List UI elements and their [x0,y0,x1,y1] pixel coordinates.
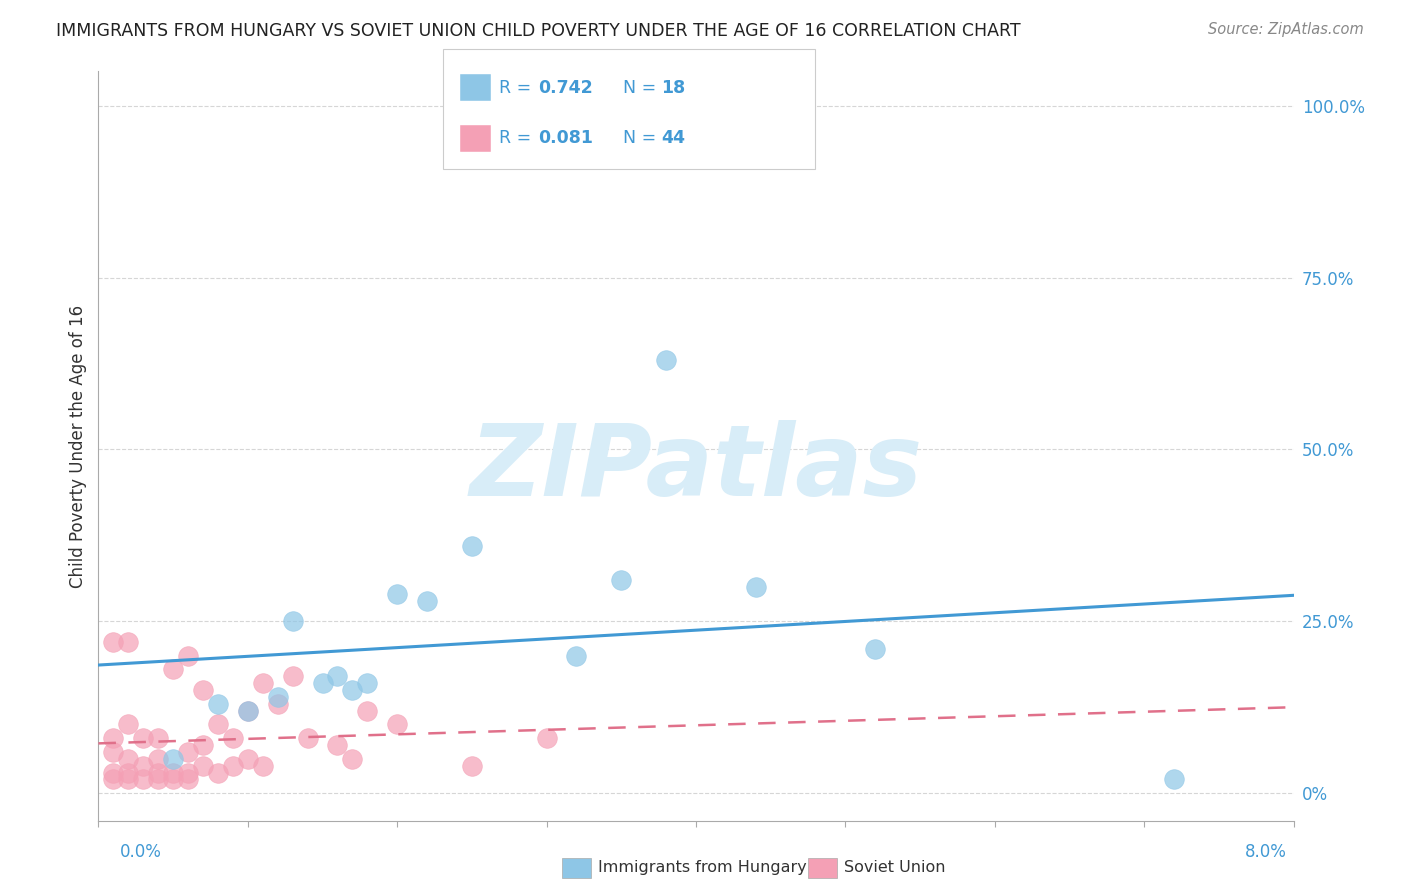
Point [103,635,125,649]
Text: R =: R = [499,129,537,147]
Point [103,731,125,746]
Text: R =: R = [499,78,537,97]
Point [191,758,214,772]
Point [385,717,409,731]
Point [222,731,245,746]
Text: 0.0%: 0.0% [120,843,162,861]
Point [132,772,155,787]
Point [236,704,259,718]
Point [103,765,125,780]
Y-axis label: Child Poverty Under the Age of 16: Child Poverty Under the Age of 16 [69,304,87,588]
Point [177,772,200,787]
Text: N =: N = [623,129,662,147]
Point [162,752,184,766]
Point [207,765,229,780]
Point [326,738,349,752]
Point [565,648,588,663]
Point [162,662,184,676]
Point [356,676,378,690]
Point [461,539,484,553]
Point [207,697,229,711]
Text: Soviet Union: Soviet Union [844,861,945,875]
Point [148,772,170,787]
Point [117,752,139,766]
Point [281,669,304,683]
Point [745,580,768,594]
Point [252,676,274,690]
Point [297,731,319,746]
Point [117,772,139,787]
Point [655,353,678,368]
Point [610,573,633,587]
Point [117,635,139,649]
Point [356,704,378,718]
Point [132,731,155,746]
Text: N =: N = [623,78,662,97]
Point [416,593,439,607]
Point [132,758,155,772]
Point [536,731,558,746]
Point [162,772,184,787]
Point [385,587,409,601]
Point [191,683,214,698]
Point [281,615,304,629]
Point [191,738,214,752]
Point [117,765,139,780]
Point [177,745,200,759]
Point [177,765,200,780]
Point [222,758,245,772]
Point [162,765,184,780]
Text: ZIPatlas: ZIPatlas [470,420,922,517]
Text: 0.081: 0.081 [538,129,593,147]
Point [103,772,125,787]
Text: Source: ZipAtlas.com: Source: ZipAtlas.com [1208,22,1364,37]
Text: 8.0%: 8.0% [1244,843,1286,861]
Point [342,683,364,698]
Point [236,704,259,718]
Point [326,669,349,683]
Point [236,752,259,766]
Point [177,648,200,663]
Text: 44: 44 [661,129,685,147]
Point [311,676,333,690]
Point [148,765,170,780]
Point [148,731,170,746]
Point [267,697,290,711]
Point [103,745,125,759]
Point [148,752,170,766]
Point [207,717,229,731]
Point [117,717,139,731]
Text: IMMIGRANTS FROM HUNGARY VS SOVIET UNION CHILD POVERTY UNDER THE AGE OF 16 CORREL: IMMIGRANTS FROM HUNGARY VS SOVIET UNION … [56,22,1021,40]
Text: Immigrants from Hungary: Immigrants from Hungary [598,861,806,875]
Text: 18: 18 [661,78,685,97]
Text: 0.742: 0.742 [538,78,593,97]
Point [865,641,887,656]
Point [252,758,274,772]
Point [267,690,290,704]
Point [1163,772,1185,787]
Point [461,758,484,772]
Point [342,752,364,766]
